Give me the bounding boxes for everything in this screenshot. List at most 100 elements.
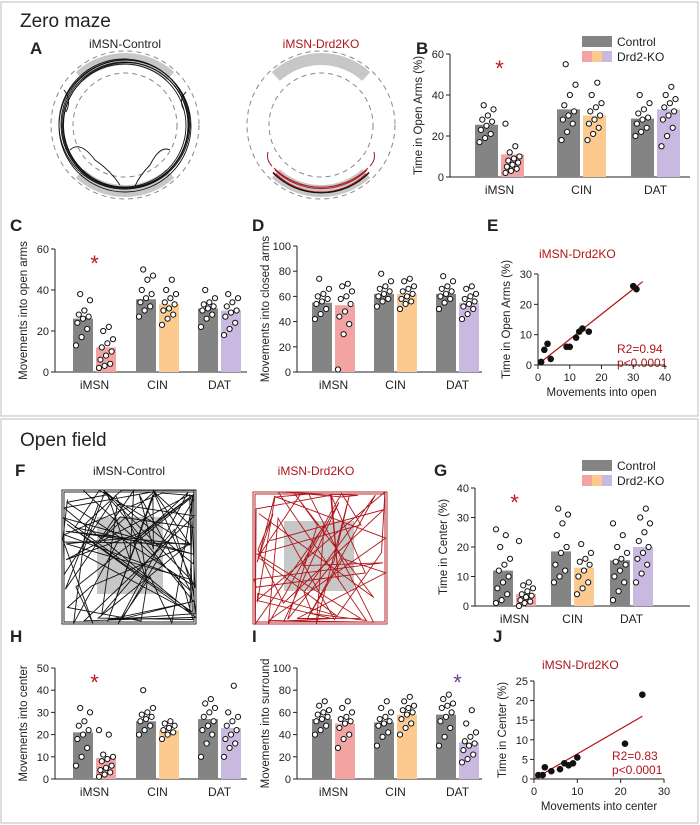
data-point — [398, 715, 405, 723]
data-point — [137, 299, 144, 306]
data-point — [386, 288, 393, 295]
data-point — [226, 744, 233, 752]
data-point — [571, 108, 578, 115]
y-axis-label: Time in Open Arms (%) — [501, 260, 513, 379]
data-point — [465, 300, 473, 308]
data-point — [318, 715, 326, 723]
zero-maze-section-frame — [0, 1, 699, 417]
data-point — [202, 700, 209, 707]
data-point — [197, 753, 205, 760]
data-point — [84, 325, 91, 333]
data-point — [403, 293, 411, 300]
x-tick-label: 30 — [627, 372, 639, 384]
data-point — [668, 83, 675, 90]
data-point — [499, 579, 507, 586]
zero-maze-control-title: iMSN-Control — [89, 37, 161, 51]
data-point — [479, 116, 486, 123]
data-point — [515, 602, 523, 610]
data-point — [502, 532, 509, 539]
x-tick-label: 0 — [535, 372, 541, 384]
data-point — [316, 275, 323, 282]
data-point — [373, 303, 381, 310]
data-point — [661, 104, 668, 111]
bar-ko-dat — [221, 310, 241, 372]
y-tick-label: 20 — [516, 696, 528, 708]
data-point — [378, 704, 385, 712]
category-label: DAT — [446, 378, 470, 392]
data-point — [104, 755, 111, 763]
data-point — [460, 747, 467, 754]
panel-letter-h: H — [10, 627, 22, 646]
open-field-control-trace — [61, 488, 198, 625]
data-point — [590, 130, 597, 138]
data-point — [584, 137, 591, 144]
data-point — [102, 764, 110, 772]
data-point — [138, 286, 145, 294]
bar-ko-cin — [159, 730, 179, 779]
data-point — [86, 297, 94, 304]
y-axis-label: Movements into surround — [260, 659, 272, 789]
data-point — [558, 137, 565, 144]
data-point — [442, 290, 450, 297]
category-label: CIN — [385, 378, 406, 392]
data-point — [81, 307, 88, 314]
data-point — [341, 720, 349, 727]
bar-control-dat — [436, 293, 456, 372]
data-point — [98, 344, 105, 351]
data-point — [640, 106, 648, 113]
data-point — [580, 567, 588, 574]
data-point — [506, 149, 513, 156]
data-point — [227, 731, 235, 738]
data-point — [639, 549, 647, 557]
bar-ko-imsn — [335, 723, 355, 779]
data-point — [316, 702, 323, 709]
data-point — [527, 598, 534, 605]
data-point — [107, 769, 114, 776]
data-point — [210, 303, 217, 310]
data-point — [95, 364, 103, 371]
data-point — [503, 163, 510, 170]
data-point — [487, 130, 494, 138]
data-point — [461, 738, 468, 745]
data-point — [200, 301, 207, 308]
data-point — [472, 290, 480, 297]
maze-inner-dashed-ring — [72, 72, 178, 178]
category-label: DAT — [446, 785, 470, 799]
data-point — [206, 709, 213, 716]
zero-maze-ko — [246, 50, 396, 200]
data-point — [77, 704, 84, 712]
data-point — [638, 570, 645, 577]
data-point — [435, 305, 443, 313]
data-point — [204, 722, 212, 729]
y-tick-label: 60 — [279, 707, 291, 719]
data-point — [569, 120, 576, 127]
bar-ko-cin — [583, 115, 606, 177]
data-point — [313, 718, 320, 725]
data-point — [472, 729, 480, 736]
data-point — [170, 311, 177, 318]
data-point — [468, 283, 475, 290]
data-point — [222, 735, 229, 743]
data-point — [233, 307, 240, 314]
legend-ko-swatch-imsn — [582, 475, 592, 486]
data-point — [464, 310, 471, 318]
data-point — [339, 283, 346, 290]
data-point — [100, 751, 107, 758]
data-point — [501, 561, 508, 568]
data-point — [403, 711, 411, 718]
data-point — [383, 698, 390, 705]
maze-closed-arm-bottom — [271, 168, 371, 197]
data-point — [149, 272, 157, 279]
data-point — [559, 116, 567, 123]
panel-letter-b: B — [416, 39, 428, 58]
maze-outer-dashed-ring — [50, 50, 200, 200]
y-tick-label: 0 — [438, 172, 444, 184]
y-tick-label: 50 — [37, 663, 49, 675]
data-point — [476, 139, 483, 146]
y-tick-label: 5 — [522, 754, 528, 766]
data-point — [168, 276, 175, 283]
data-point — [379, 733, 386, 740]
data-point — [379, 298, 386, 305]
data-point — [85, 727, 92, 734]
